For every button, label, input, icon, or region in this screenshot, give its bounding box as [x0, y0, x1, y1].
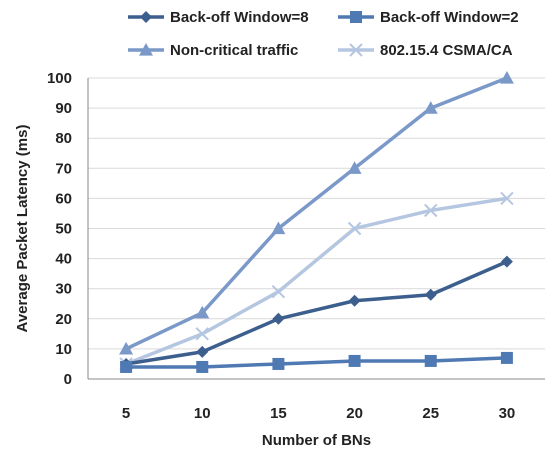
- data-point: [347, 221, 362, 236]
- y-tick-label: 70: [55, 160, 72, 177]
- data-point: [347, 161, 362, 174]
- x-tick-label: 15: [270, 405, 287, 422]
- y-tick-labels: 0 10 20 30 40 50 60 70 80 90 100: [47, 70, 72, 388]
- legend-label: Back-off Window=8: [170, 9, 309, 26]
- y-tick-label: 10: [55, 341, 72, 358]
- y-tick-label: 0: [64, 371, 72, 388]
- data-point: [271, 221, 286, 235]
- series-group: [119, 71, 514, 373]
- series-line: [125, 260, 508, 366]
- x-tick-labels: 5 10 15 20 25 30: [122, 405, 515, 422]
- data-point: [500, 191, 514, 206]
- data-point: [196, 360, 209, 373]
- y-tick-label: 90: [55, 100, 72, 117]
- series-line: [125, 76, 508, 351]
- data-point: [499, 71, 514, 84]
- data-point: [195, 327, 209, 341]
- data-point: [348, 354, 361, 367]
- data-point: [423, 101, 438, 114]
- series-line: [125, 196, 508, 366]
- legend-label: 802.15.4 CSMA/CA: [380, 42, 513, 59]
- series-2: [119, 71, 514, 355]
- data-point: [119, 341, 134, 355]
- legend-label: Non-critical traffic: [170, 42, 298, 59]
- x-tick-label: 20: [346, 405, 363, 422]
- y-tick-label: 100: [47, 70, 72, 87]
- y-tick-label: 60: [55, 190, 72, 207]
- data-point: [272, 312, 285, 325]
- x-tick-label: 25: [422, 405, 439, 422]
- legend: Back-off Window=8 Back-off Window=2 Non-cr…: [128, 9, 519, 59]
- legend-item: Non-critical traffic: [128, 42, 298, 59]
- legend-item: Back-off Window=8: [128, 9, 309, 26]
- data-point: [120, 360, 133, 373]
- legend-marker: [140, 11, 152, 23]
- series-line: [126, 356, 507, 369]
- data-point: [272, 357, 285, 370]
- axes: [87, 78, 545, 380]
- y-tick-label: 80: [55, 130, 72, 147]
- y-tick-label: 30: [55, 281, 72, 298]
- legend-marker: [139, 43, 153, 56]
- x-axis-title: Number of BNs: [262, 432, 371, 449]
- y-axis-title: Average Packet Latency (ms): [14, 125, 31, 333]
- data-point: [424, 203, 438, 218]
- legend-marker: [350, 11, 362, 23]
- legend-item: 802.15.4 CSMA/CA: [338, 42, 513, 59]
- data-point: [195, 305, 210, 319]
- data-point: [348, 294, 361, 307]
- data-point: [196, 345, 209, 358]
- data-point: [500, 351, 513, 364]
- series-3: [119, 191, 514, 371]
- x-tick-label: 30: [499, 405, 516, 422]
- legend-label: Back-off Window=2: [380, 9, 519, 26]
- data-point: [271, 285, 286, 299]
- data-point: [424, 288, 437, 301]
- y-tick-label: 40: [55, 251, 72, 268]
- data-point: [500, 255, 513, 268]
- series-0: [120, 255, 513, 370]
- data-point: [424, 354, 437, 367]
- series-1: [120, 351, 513, 373]
- y-tick-label: 20: [55, 311, 72, 328]
- x-tick-label: 10: [194, 405, 211, 422]
- legend-item: Back-off Window=2: [338, 9, 519, 26]
- legend-marker: [349, 43, 363, 57]
- x-tick-label: 5: [122, 405, 130, 422]
- y-tick-label: 50: [55, 221, 72, 238]
